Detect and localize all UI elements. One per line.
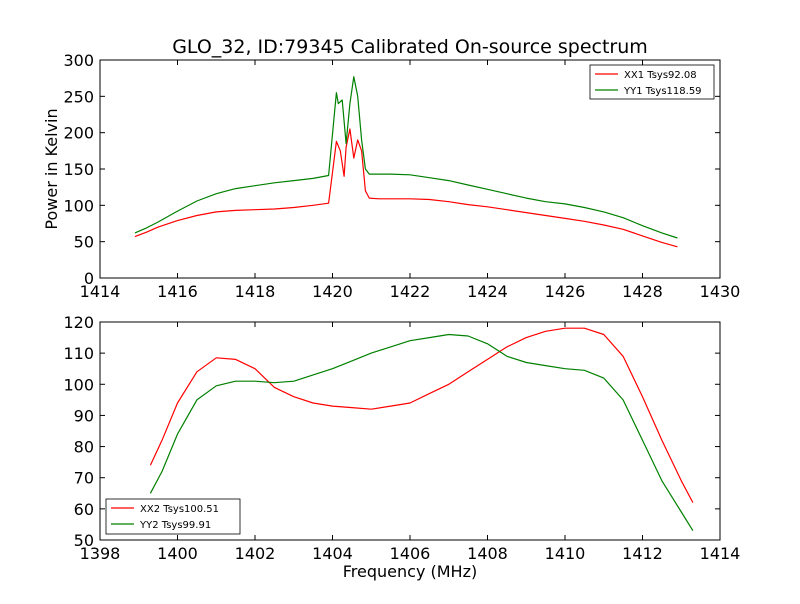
bottom-legend-label-yy2: YY2 Tsys99.91 xyxy=(139,520,211,531)
top-legend-box xyxy=(589,64,715,100)
top-y-tick-label: 150 xyxy=(63,160,94,179)
top-series-lines xyxy=(134,76,678,248)
top-x-tick-label: 1414 xyxy=(80,282,121,301)
bottom-series-lines xyxy=(149,327,694,532)
bottom-series-line-yy2 xyxy=(149,333,694,532)
bottom-x-tick-label: 1398 xyxy=(80,544,121,563)
bottom-x-axis-label: Frequency (MHz) xyxy=(343,562,477,581)
bottom-y-tick-label: 80 xyxy=(74,438,94,457)
bottom-series-line-xx2 xyxy=(149,327,694,503)
bottom-y-tick-label: 50 xyxy=(74,531,94,550)
top-legend: XX1 Tsys92.08 YY1 Tsys118.59 xyxy=(589,64,715,100)
figure-title: GLO_32, ID:79345 Calibrated On-source sp… xyxy=(172,36,648,58)
bottom-legend-box xyxy=(105,498,241,535)
top-y-tick-label: 0 xyxy=(84,269,94,288)
bottom-x-tick-label: 1414 xyxy=(700,544,741,563)
bottom-x-tick-label: 1406 xyxy=(390,544,431,563)
bottom-x-tick-label: 1408 xyxy=(467,544,508,563)
bottom-spectrum-axes: 1398 1400 1402 1404 1406 1408 1410 1412 1414 50 60… xyxy=(63,313,740,581)
top-y-tick-label: 300 xyxy=(63,51,94,70)
top-legend-label-xx1: XX1 Tsys92.08 xyxy=(624,70,697,81)
bottom-axis-ticks: 1398 1400 1402 1404 1406 1408 1410 1412 1414 50 60… xyxy=(63,313,740,563)
bottom-y-tick-label: 60 xyxy=(74,500,94,519)
bottom-legend-label-xx2: XX2 Tsys100.51 xyxy=(140,504,219,515)
bottom-x-tick-label: 1400 xyxy=(157,544,198,563)
bottom-y-tick-label: 120 xyxy=(63,313,94,332)
top-y-tick-label: 50 xyxy=(74,233,94,252)
bottom-y-tick-label: 70 xyxy=(74,469,94,488)
top-legend-label-yy1: YY1 Tsys118.59 xyxy=(623,86,702,97)
bottom-x-tick-label: 1412 xyxy=(622,544,663,563)
top-y-axis-label: Power in Kelvin xyxy=(42,108,61,229)
bottom-x-tick-label: 1402 xyxy=(235,544,276,563)
bottom-legend: XX2 Tsys100.51 YY2 Tsys99.91 xyxy=(105,498,241,535)
bottom-y-tick-label: 90 xyxy=(74,406,94,425)
top-y-tick-label: 200 xyxy=(63,124,94,143)
top-series-line-xx1 xyxy=(134,128,678,248)
top-y-tick-label: 100 xyxy=(63,196,94,215)
top-axis-ticks: 1414 1416 1418 1420 1422 1424 1426 1428 1430 0 50 1… xyxy=(63,51,740,301)
top-x-tick-label: 1420 xyxy=(312,282,353,301)
top-x-tick-label: 1424 xyxy=(467,282,508,301)
top-series-line-yy1 xyxy=(134,76,678,239)
top-x-tick-label: 1416 xyxy=(157,282,198,301)
top-x-tick-label: 1422 xyxy=(390,282,431,301)
bottom-x-tick-label: 1410 xyxy=(545,544,586,563)
top-x-tick-label: 1426 xyxy=(545,282,586,301)
bottom-x-tick-label: 1404 xyxy=(312,544,353,563)
top-x-tick-label: 1428 xyxy=(622,282,663,301)
top-x-tick-label: 1418 xyxy=(235,282,276,301)
top-y-tick-label: 250 xyxy=(63,87,94,106)
bottom-y-tick-label: 100 xyxy=(63,375,94,394)
bottom-y-tick-label: 110 xyxy=(63,344,94,363)
top-x-tick-label: 1430 xyxy=(700,282,741,301)
top-spectrum-axes: 1414 1416 1418 1420 1422 1424 1426 1428 1430 0 50 1… xyxy=(42,51,740,301)
